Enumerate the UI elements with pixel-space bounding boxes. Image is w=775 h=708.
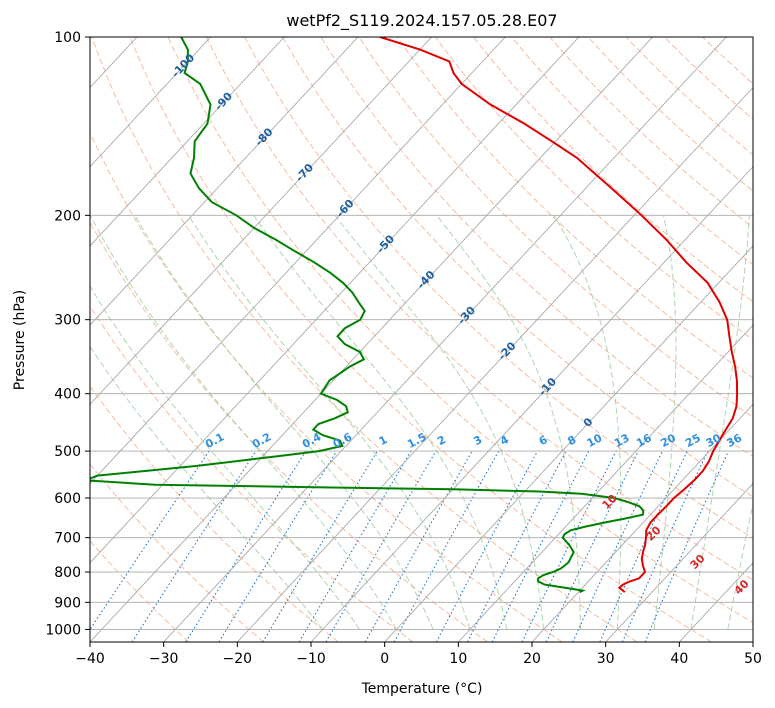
- isotherm-line: [90, 37, 432, 406]
- moist-adiabat: [653, 215, 677, 630]
- dewpoint-line: [90, 37, 645, 593]
- mixing-ratio-label: 20: [658, 431, 678, 450]
- x-tick-label: 30: [597, 651, 615, 667]
- profile-lines: [90, 37, 739, 593]
- y-tick-label: 800: [54, 565, 81, 581]
- mixing-ratio-line: [435, 450, 538, 642]
- dry-adiabat: [205, 37, 753, 581]
- mixing-ratio-label: 30: [704, 431, 724, 450]
- dry-adiabat: [434, 37, 753, 341]
- y-tick-label: 200: [54, 208, 81, 224]
- y-tick-label: 300: [54, 313, 81, 329]
- y-tick-label: 500: [54, 444, 81, 460]
- mixing-ratio-line: [621, 450, 709, 642]
- axes: −40 −30 −20 −10 0 10 20 30 40 50 100 200 300 400 500 60…: [45, 30, 762, 667]
- dry-adiabat: [282, 37, 753, 498]
- mixing-ratio-line: [185, 450, 307, 642]
- isotherm-line: [237, 86, 753, 642]
- isotherm-line: [531, 403, 753, 642]
- y-tick-label: 1000: [45, 622, 81, 638]
- isotherm-line: [384, 245, 753, 642]
- x-axis-label: Temperature (°C): [361, 681, 483, 697]
- x-tick-label: 50: [744, 651, 762, 667]
- moist-adiabat: [727, 500, 753, 630]
- y-tick-label: 700: [54, 531, 81, 547]
- isotherm-line: [90, 37, 653, 642]
- y-tick-label: 900: [54, 595, 81, 611]
- mixing-ratio-label: 25: [683, 431, 703, 450]
- moist-adiabat: [690, 215, 750, 630]
- x-tick-label: 20: [523, 651, 541, 667]
- plot-frame: [89, 36, 754, 643]
- x-tick-label: −20: [223, 651, 253, 667]
- y-tick-label: 100: [54, 30, 81, 46]
- mixing-ratio-line: [393, 450, 500, 642]
- mixing-ratio-line: [218, 450, 338, 642]
- isotherm-line: [458, 324, 753, 642]
- x-tick-label: −30: [149, 651, 179, 667]
- background-lines: [90, 37, 753, 642]
- moist-adiabat: [90, 285, 360, 630]
- isotherm-line: [90, 37, 506, 485]
- x-tick-label: 0: [380, 651, 389, 667]
- dry-adiabat: [91, 37, 638, 642]
- y-tick-label: 400: [54, 387, 81, 403]
- mixing-ratio-label: 10: [585, 431, 605, 450]
- isotherm-line: [310, 166, 753, 642]
- y-tick-label: 600: [54, 491, 81, 507]
- dry-adiabat: [320, 37, 753, 458]
- mixing-ratio-label: 13: [612, 431, 632, 450]
- x-tick-label: 40: [670, 651, 688, 667]
- mixing-ratio-line: [491, 450, 590, 642]
- mixing-ratio-line: [364, 450, 473, 642]
- isotherm-line: [163, 37, 727, 642]
- dry-adiabat: [167, 37, 753, 624]
- isotherm-line: [90, 37, 359, 326]
- y-axis-label: Pressure (hPa): [12, 290, 28, 390]
- mixing-ratio-line: [131, 450, 257, 642]
- temperature-line: [379, 37, 739, 593]
- isotherm-line: [605, 482, 753, 642]
- mixing-ratio-label: 36: [724, 431, 744, 450]
- dry-adiabat: [358, 37, 753, 418]
- x-tick-label: −10: [296, 651, 326, 667]
- mixing-ratio-label: 16: [634, 431, 654, 450]
- mixing-ratio-line: [90, 450, 210, 631]
- dry-adiabat: [129, 37, 712, 642]
- moist-adiabat: [334, 214, 545, 630]
- isotherm-line: [90, 37, 580, 564]
- chart-title: wetPf2_S119.2024.157.05.28.E07: [286, 11, 557, 31]
- isotherm-line: [90, 37, 211, 168]
- isotherm-line: [90, 37, 285, 247]
- dry-adiabat: [90, 463, 264, 642]
- x-tick-label: −40: [75, 651, 105, 667]
- x-tick-label: 10: [449, 651, 467, 667]
